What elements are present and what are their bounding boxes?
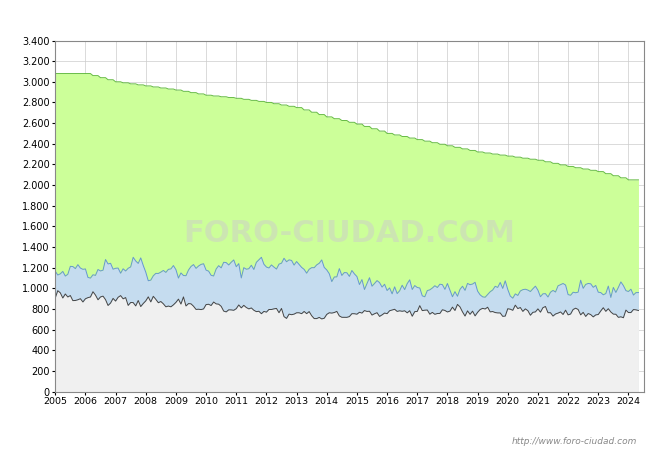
Text: http://www.foro-ciudad.com: http://www.foro-ciudad.com bbox=[512, 436, 637, 446]
Text: FORO-CIUDAD.COM: FORO-CIUDAD.COM bbox=[183, 219, 515, 248]
Text: Cariño - Evolucion de la poblacion en edad de Trabajar Mayo de 2024: Cariño - Evolucion de la poblacion en ed… bbox=[94, 10, 556, 23]
